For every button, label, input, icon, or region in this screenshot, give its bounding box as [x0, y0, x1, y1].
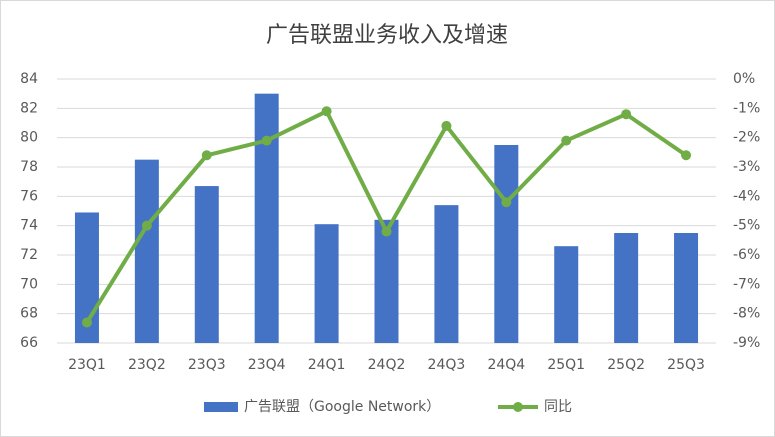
y-tick-label: 82 — [20, 100, 38, 116]
y2-tick-label: -4% — [733, 188, 760, 204]
legend-marker — [513, 402, 523, 412]
bar — [374, 219, 399, 343]
x-tick-label: 24Q4 — [487, 357, 525, 373]
legend-label: 同比 — [544, 399, 572, 415]
y-tick-label: 74 — [20, 218, 38, 234]
x-tick-label: 23Q1 — [68, 357, 106, 373]
line-marker — [681, 150, 692, 161]
y-tick-label: 70 — [20, 276, 38, 292]
bar — [314, 224, 339, 343]
y-tick-label: 68 — [20, 306, 38, 322]
y2-tick-label: -5% — [733, 218, 760, 234]
y-tick-label: 80 — [20, 130, 38, 146]
line-marker — [141, 220, 152, 231]
y-tick-label: 78 — [20, 159, 38, 175]
bar — [554, 246, 579, 343]
y-tick-label: 72 — [20, 247, 38, 263]
line-marker — [561, 135, 572, 146]
y2-tick-label: -8% — [733, 306, 760, 322]
x-tick-label: 23Q2 — [128, 357, 166, 373]
line-marker — [441, 120, 452, 131]
x-tick-label: 24Q3 — [428, 357, 466, 373]
bar — [434, 205, 459, 343]
y-tick-label: 84 — [20, 71, 38, 87]
x-tick-label: 24Q1 — [308, 357, 346, 373]
legend-swatch — [204, 402, 238, 412]
y2-tick-label: -2% — [733, 130, 760, 146]
line-marker — [621, 109, 632, 120]
chart-title: 广告联盟业务收入及增速 — [266, 23, 508, 48]
y2-tick-label: -6% — [733, 247, 760, 263]
x-tick-label: 25Q3 — [667, 357, 705, 373]
x-tick-label: 25Q2 — [607, 357, 645, 373]
y2-tick-label: -7% — [733, 276, 760, 292]
bar — [614, 233, 639, 343]
y-tick-label: 76 — [20, 188, 38, 204]
bar — [134, 159, 159, 343]
legend-label: 广告联盟（Google Network） — [244, 399, 440, 415]
bar — [674, 233, 699, 343]
line-marker — [81, 317, 92, 328]
line-marker — [201, 150, 212, 161]
bar — [254, 93, 279, 344]
y2-tick-label: -3% — [733, 159, 760, 175]
line-marker — [321, 106, 332, 117]
x-tick-label: 24Q2 — [368, 357, 406, 373]
line-marker — [261, 135, 272, 146]
x-tick-label: 23Q4 — [248, 357, 286, 373]
y2-tick-label: -1% — [733, 100, 760, 116]
bar — [494, 145, 519, 343]
line-marker — [381, 226, 392, 237]
bar — [194, 186, 219, 343]
y2-tick-label: 0% — [733, 71, 755, 87]
x-tick-label: 25Q1 — [547, 357, 585, 373]
line-marker — [501, 197, 512, 208]
y-tick-label: 66 — [20, 335, 38, 351]
y2-tick-label: -9% — [733, 335, 760, 351]
x-tick-label: 23Q3 — [188, 357, 226, 373]
